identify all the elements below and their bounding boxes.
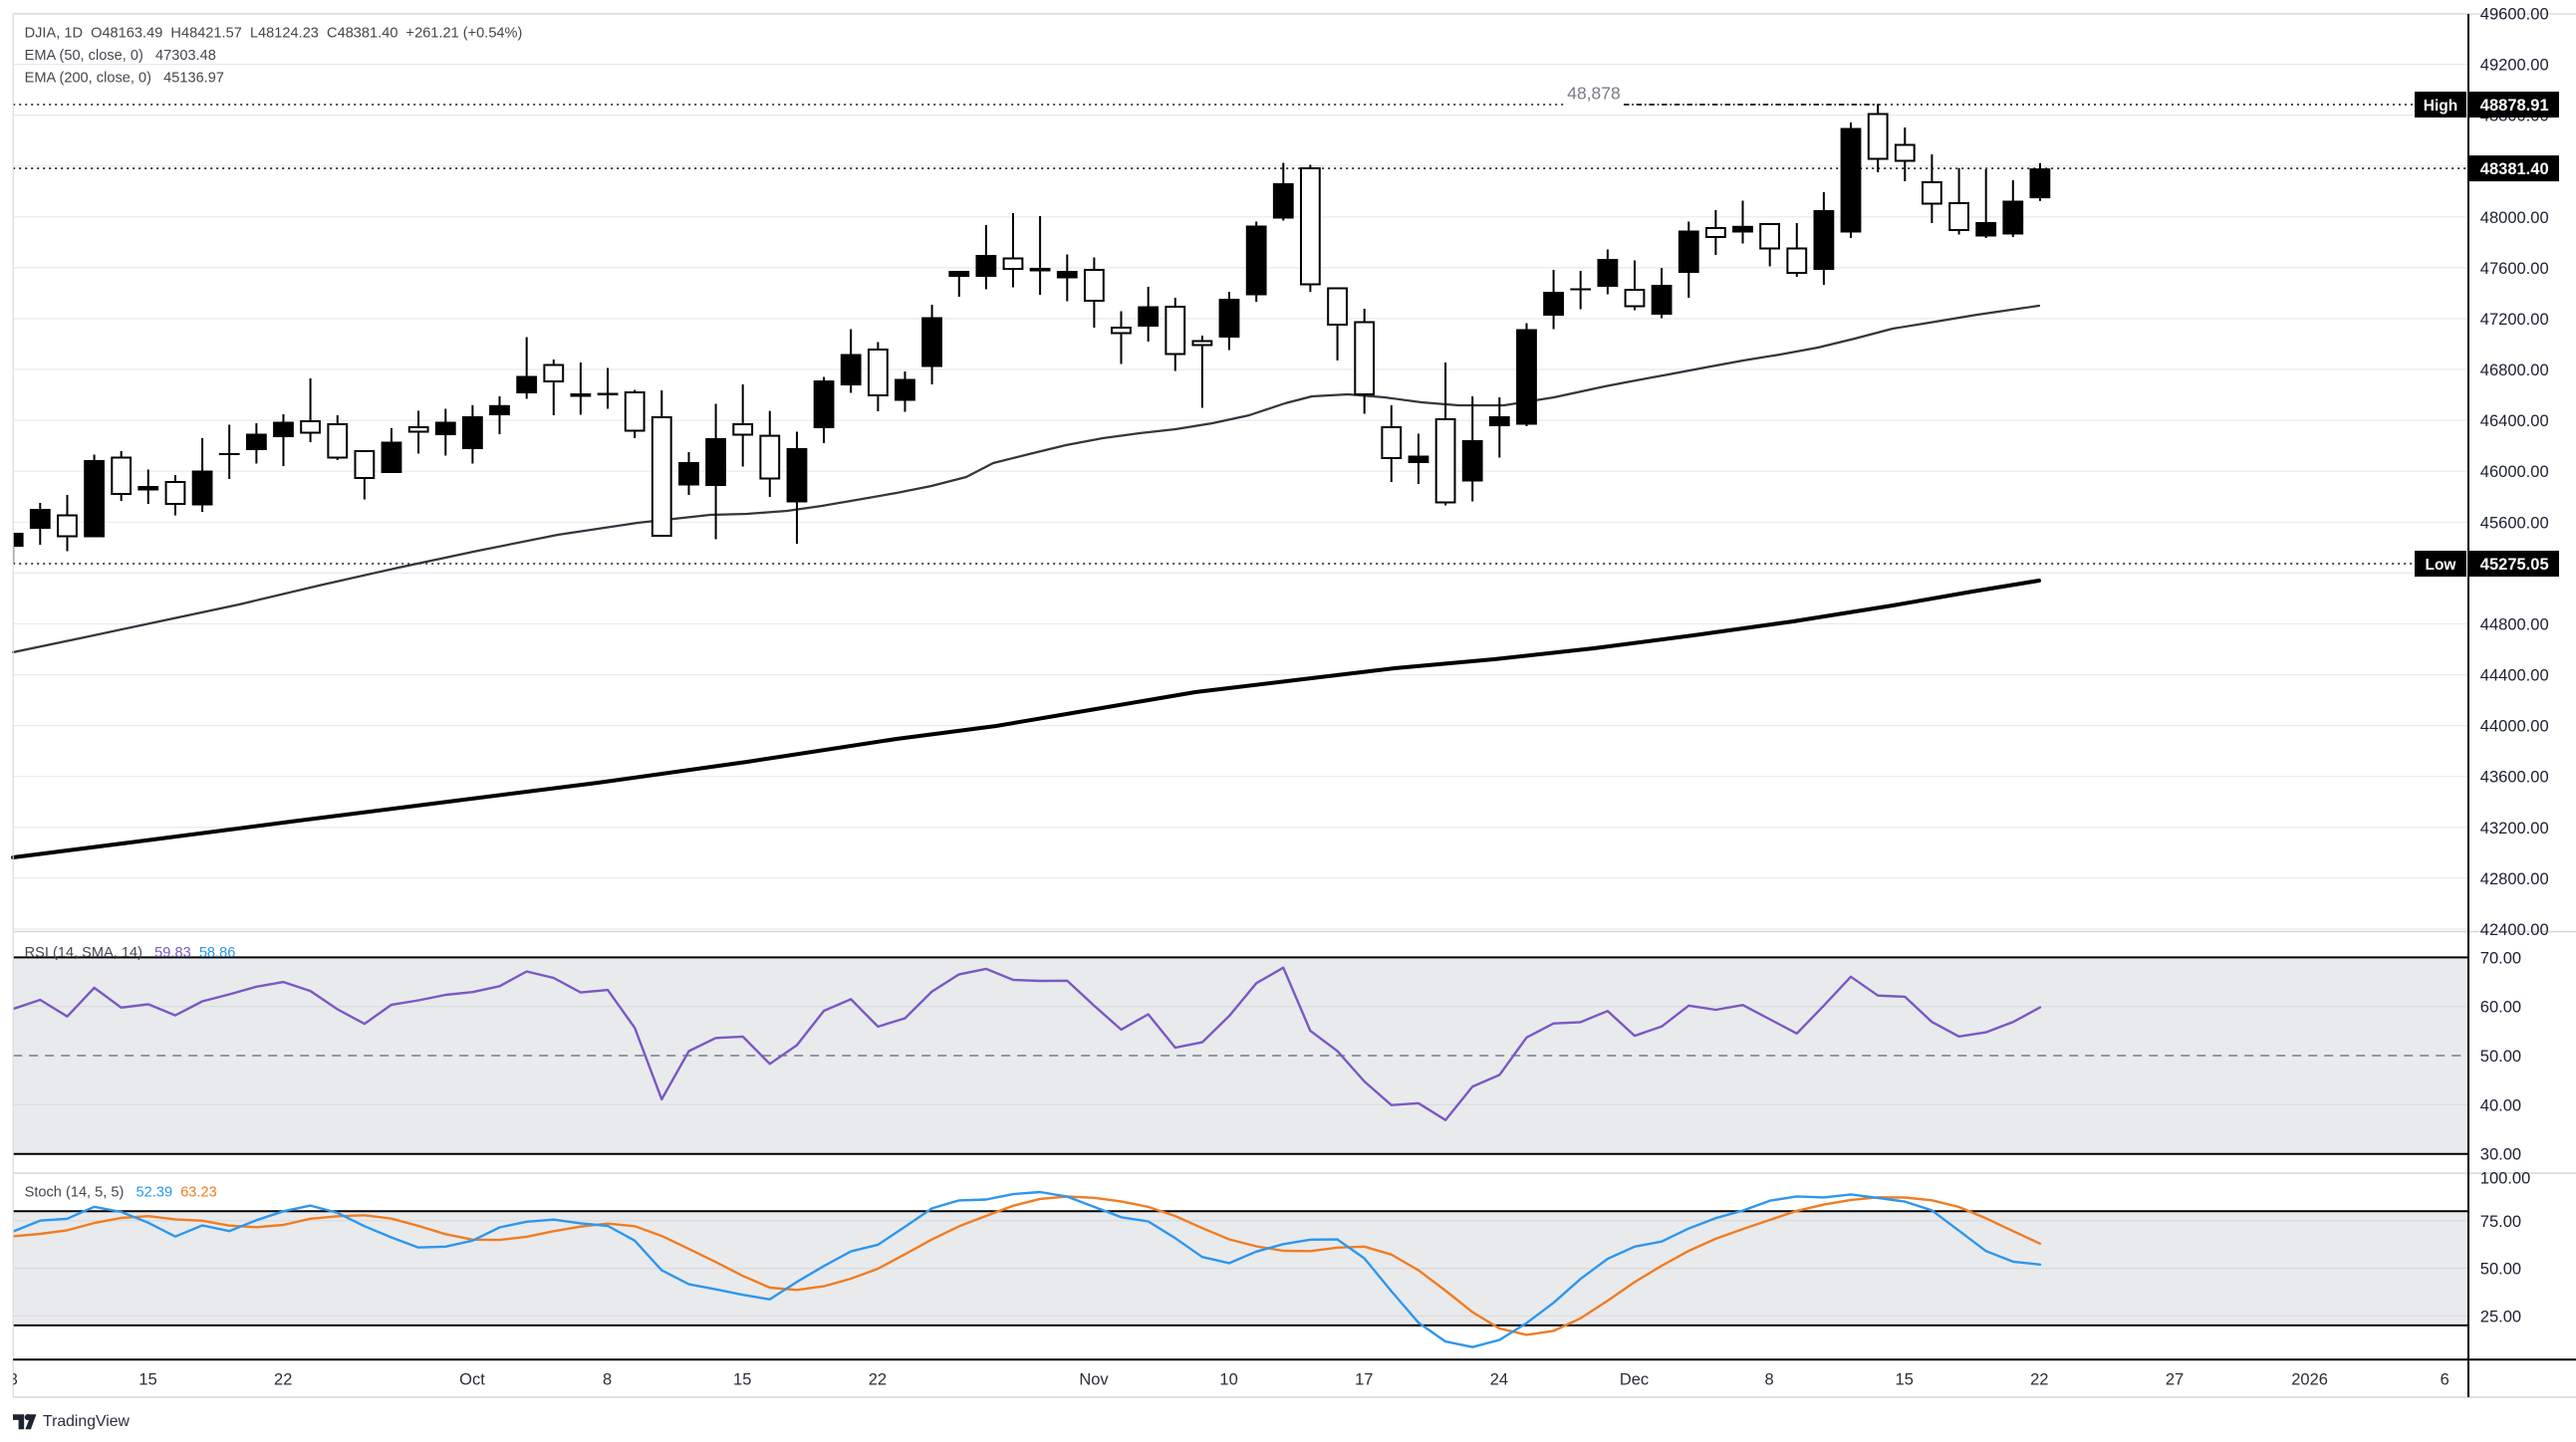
- svg-text:42800.00: 42800.00: [2480, 870, 2549, 888]
- svg-text:Nov: Nov: [1079, 1371, 1109, 1389]
- svg-text:42400.00: 42400.00: [2480, 921, 2549, 939]
- svg-text:40.00: 40.00: [2480, 1096, 2521, 1114]
- svg-text:46800.00: 46800.00: [2480, 361, 2549, 379]
- svg-text:45600.00: 45600.00: [2480, 514, 2549, 532]
- svg-text:6: 6: [2441, 1371, 2449, 1389]
- svg-text:48,878: 48,878: [1567, 83, 1621, 103]
- svg-text:70.00: 70.00: [2480, 949, 2521, 967]
- svg-text:RSI (14, SMA, 14) 59.83 58.: RSI (14, SMA, 14) 59.83 58.86: [25, 945, 236, 961]
- svg-text:47200.00: 47200.00: [2480, 311, 2549, 329]
- svg-text:50.00: 50.00: [2480, 1048, 2521, 1066]
- svg-text:Oct: Oct: [459, 1371, 485, 1389]
- svg-text:DJIA, 1D O48163.49 H48421.57: DJIA, 1D O48163.49 H48421.57 L48124.23 C…: [25, 26, 523, 42]
- svg-text:TradingView: TradingView: [43, 1413, 130, 1430]
- svg-text:Dec: Dec: [1620, 1371, 1649, 1389]
- svg-text:22: 22: [869, 1371, 887, 1389]
- svg-text:44800.00: 44800.00: [2480, 615, 2549, 633]
- svg-text:48000.00: 48000.00: [2480, 209, 2549, 227]
- svg-text:43600.00: 43600.00: [2480, 769, 2549, 787]
- svg-text:44400.00: 44400.00: [2480, 667, 2549, 685]
- svg-text:Low: Low: [2426, 557, 2457, 574]
- svg-text:22: 22: [274, 1371, 292, 1389]
- svg-text:8: 8: [603, 1371, 612, 1389]
- svg-text:8: 8: [9, 1371, 18, 1389]
- svg-text:44000.00: 44000.00: [2480, 718, 2549, 736]
- svg-text:Stoch (14, 5, 5) 52.39 63.2: Stoch (14, 5, 5) 52.39 63.23: [25, 1185, 217, 1201]
- svg-text:49200.00: 49200.00: [2480, 57, 2549, 75]
- svg-text:22: 22: [2030, 1371, 2048, 1389]
- svg-text:EMA (200, close, 0) 45136.97: EMA (200, close, 0) 45136.97: [25, 71, 224, 87]
- svg-text:47600.00: 47600.00: [2480, 260, 2549, 278]
- svg-text:27: 27: [2166, 1371, 2184, 1389]
- svg-text:2026: 2026: [2291, 1371, 2328, 1389]
- svg-text:15: 15: [1896, 1371, 1914, 1389]
- svg-text:48381.40: 48381.40: [2480, 160, 2549, 178]
- svg-text:15: 15: [138, 1371, 156, 1389]
- svg-text:45275.05: 45275.05: [2480, 556, 2549, 574]
- svg-text:48878.91: 48878.91: [2480, 97, 2549, 115]
- svg-text:8: 8: [1765, 1371, 1774, 1389]
- svg-text:17: 17: [1355, 1371, 1373, 1389]
- svg-text:High: High: [2424, 98, 2457, 115]
- svg-text:46400.00: 46400.00: [2480, 412, 2549, 430]
- svg-text:60.00: 60.00: [2480, 999, 2521, 1017]
- svg-text:43200.00: 43200.00: [2480, 820, 2549, 838]
- svg-text:EMA (50, close, 0) 47303.48: EMA (50, close, 0) 47303.48: [25, 48, 216, 64]
- svg-text:46000.00: 46000.00: [2480, 463, 2549, 481]
- svg-text:75.00: 75.00: [2480, 1213, 2521, 1231]
- svg-text:10: 10: [1219, 1371, 1237, 1389]
- svg-text:15: 15: [733, 1371, 751, 1389]
- svg-text:50.00: 50.00: [2480, 1261, 2521, 1279]
- svg-text:24: 24: [1490, 1371, 1508, 1389]
- svg-text:100.00: 100.00: [2480, 1170, 2530, 1188]
- svg-text:25.00: 25.00: [2480, 1308, 2521, 1325]
- svg-text:49600.00: 49600.00: [2480, 6, 2549, 24]
- svg-text:30.00: 30.00: [2480, 1146, 2521, 1164]
